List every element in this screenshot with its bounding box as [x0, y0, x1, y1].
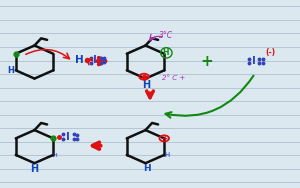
Text: I: I — [93, 55, 97, 65]
Text: +: + — [161, 134, 167, 143]
Text: H: H — [52, 153, 57, 158]
Text: H: H — [165, 152, 170, 158]
Text: 2° C +: 2° C + — [162, 75, 185, 81]
Text: H: H — [75, 55, 84, 65]
Text: I: I — [252, 56, 255, 66]
Text: H: H — [7, 66, 14, 75]
Text: 3°C: 3°C — [159, 31, 174, 40]
Text: +: + — [141, 72, 147, 81]
Text: I: I — [66, 132, 70, 142]
Text: H: H — [30, 164, 39, 174]
Text: H: H — [142, 80, 150, 90]
Text: (-): (-) — [266, 49, 276, 58]
Text: H: H — [163, 48, 169, 57]
Text: H: H — [143, 164, 151, 173]
Text: +: + — [201, 54, 213, 69]
